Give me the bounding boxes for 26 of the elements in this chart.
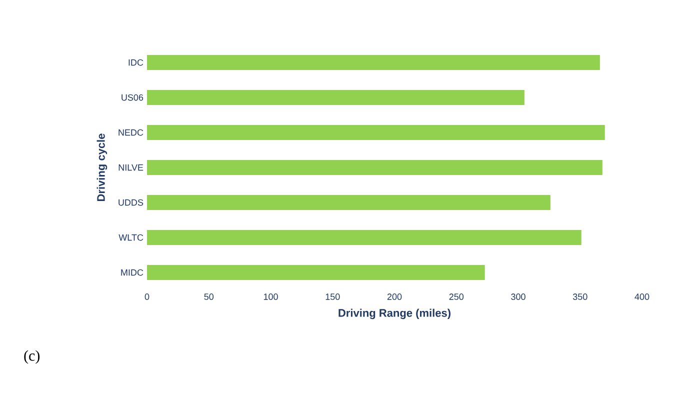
x-tick-label: 100 [264, 294, 278, 300]
text: (c) [24, 350, 40, 364]
bar [147, 55, 600, 70]
y-axis-title: Driving cycle [96, 134, 108, 202]
y-tick-label: IDC [128, 59, 144, 66]
x-tick-label: 400 [634, 294, 650, 300]
x-tick-label: 50 [204, 294, 214, 300]
y-tick-label: WLTC [118, 234, 144, 241]
bar [147, 195, 550, 210]
bar [147, 90, 524, 106]
x-tick-label: 250 [449, 294, 464, 300]
bar [147, 125, 605, 140]
x-tick-label: 200 [387, 294, 402, 300]
x-axis-title: Driving Range (miles) [338, 308, 450, 320]
y-tick-label: UDDS [118, 199, 144, 206]
y-tick-label: NEDC [118, 129, 144, 136]
y-tick-label: NILVE [118, 164, 144, 171]
y-tick-label: MIDC [121, 269, 144, 276]
bar [147, 160, 602, 176]
bar [147, 265, 485, 280]
x-tick-label: 300 [511, 294, 526, 300]
y-tick-label: US06 [122, 94, 144, 101]
x-tick-label: 350 [572, 294, 588, 300]
bar [147, 230, 582, 246]
x-tick-label: 150 [326, 294, 340, 300]
x-tick-label: 0 [144, 294, 150, 300]
